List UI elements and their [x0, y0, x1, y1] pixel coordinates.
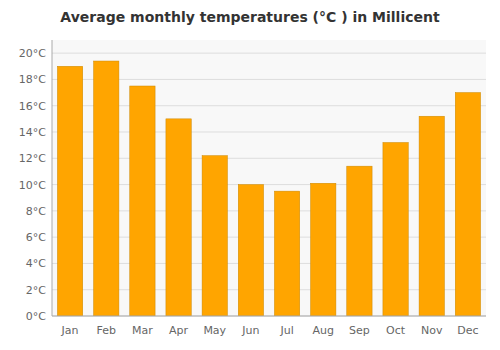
- grid-line: [52, 53, 486, 54]
- y-tick-label: 16°C: [19, 100, 46, 113]
- y-tick-label: 18°C: [19, 73, 46, 86]
- chart-container: Average monthly temperatures (°C ) in Mi…: [0, 0, 500, 350]
- y-tick-label: 8°C: [26, 205, 46, 218]
- y-tick-label: 6°C: [26, 231, 46, 244]
- plot-background: [52, 40, 486, 316]
- x-tick-label: Jun: [241, 324, 259, 337]
- x-tick-label: Oct: [386, 324, 406, 337]
- x-tick-label: Sep: [349, 324, 370, 337]
- bar: [57, 66, 82, 316]
- y-tick-label: 12°C: [19, 152, 46, 165]
- y-tick-label: 2°C: [26, 284, 46, 297]
- bar: [383, 143, 408, 316]
- bar: [311, 183, 336, 316]
- y-axis-line: [52, 40, 53, 316]
- x-tick-label: Feb: [97, 324, 116, 337]
- bar: [238, 185, 263, 316]
- x-tick-label: Jan: [61, 324, 79, 337]
- bar: [419, 116, 444, 316]
- x-axis-line: [52, 316, 486, 317]
- grid: [52, 53, 486, 316]
- bar: [94, 61, 119, 316]
- y-tick-label: 10°C: [19, 179, 46, 192]
- bars: [57, 61, 480, 316]
- grid-line: [52, 316, 486, 317]
- bar: [130, 86, 155, 316]
- bar: [347, 166, 372, 316]
- x-tick-label: Jul: [279, 324, 293, 337]
- y-tick-label: 4°C: [26, 257, 46, 270]
- x-tick-label: Nov: [421, 324, 443, 337]
- bar: [202, 156, 227, 316]
- y-tick-label: 20°C: [19, 47, 46, 60]
- chart-svg: Average monthly temperatures (°C ) in Mi…: [0, 0, 500, 350]
- x-axis: Jan Feb Mar Apr May Jun Jul Aug Sep Oct Nov Dec: [52, 316, 486, 337]
- y-axis: 0°C 2°C 4°C 6°C 8°C 10°C 12°C 14°C 16°C 18°C 20°C: [19, 40, 52, 323]
- bar: [455, 93, 480, 316]
- bar: [274, 191, 299, 316]
- y-tick-label: 14°C: [19, 126, 46, 139]
- x-tick-label: Dec: [457, 324, 478, 337]
- x-tick-label: Mar: [132, 324, 153, 337]
- x-tick-label: May: [203, 324, 226, 337]
- bar: [166, 119, 191, 316]
- chart-title: Average monthly temperatures (°C ) in Mi…: [60, 9, 440, 25]
- y-tick-label: 0°C: [26, 310, 46, 323]
- x-tick-label: Aug: [313, 324, 334, 337]
- x-tick-label: Apr: [169, 324, 189, 337]
